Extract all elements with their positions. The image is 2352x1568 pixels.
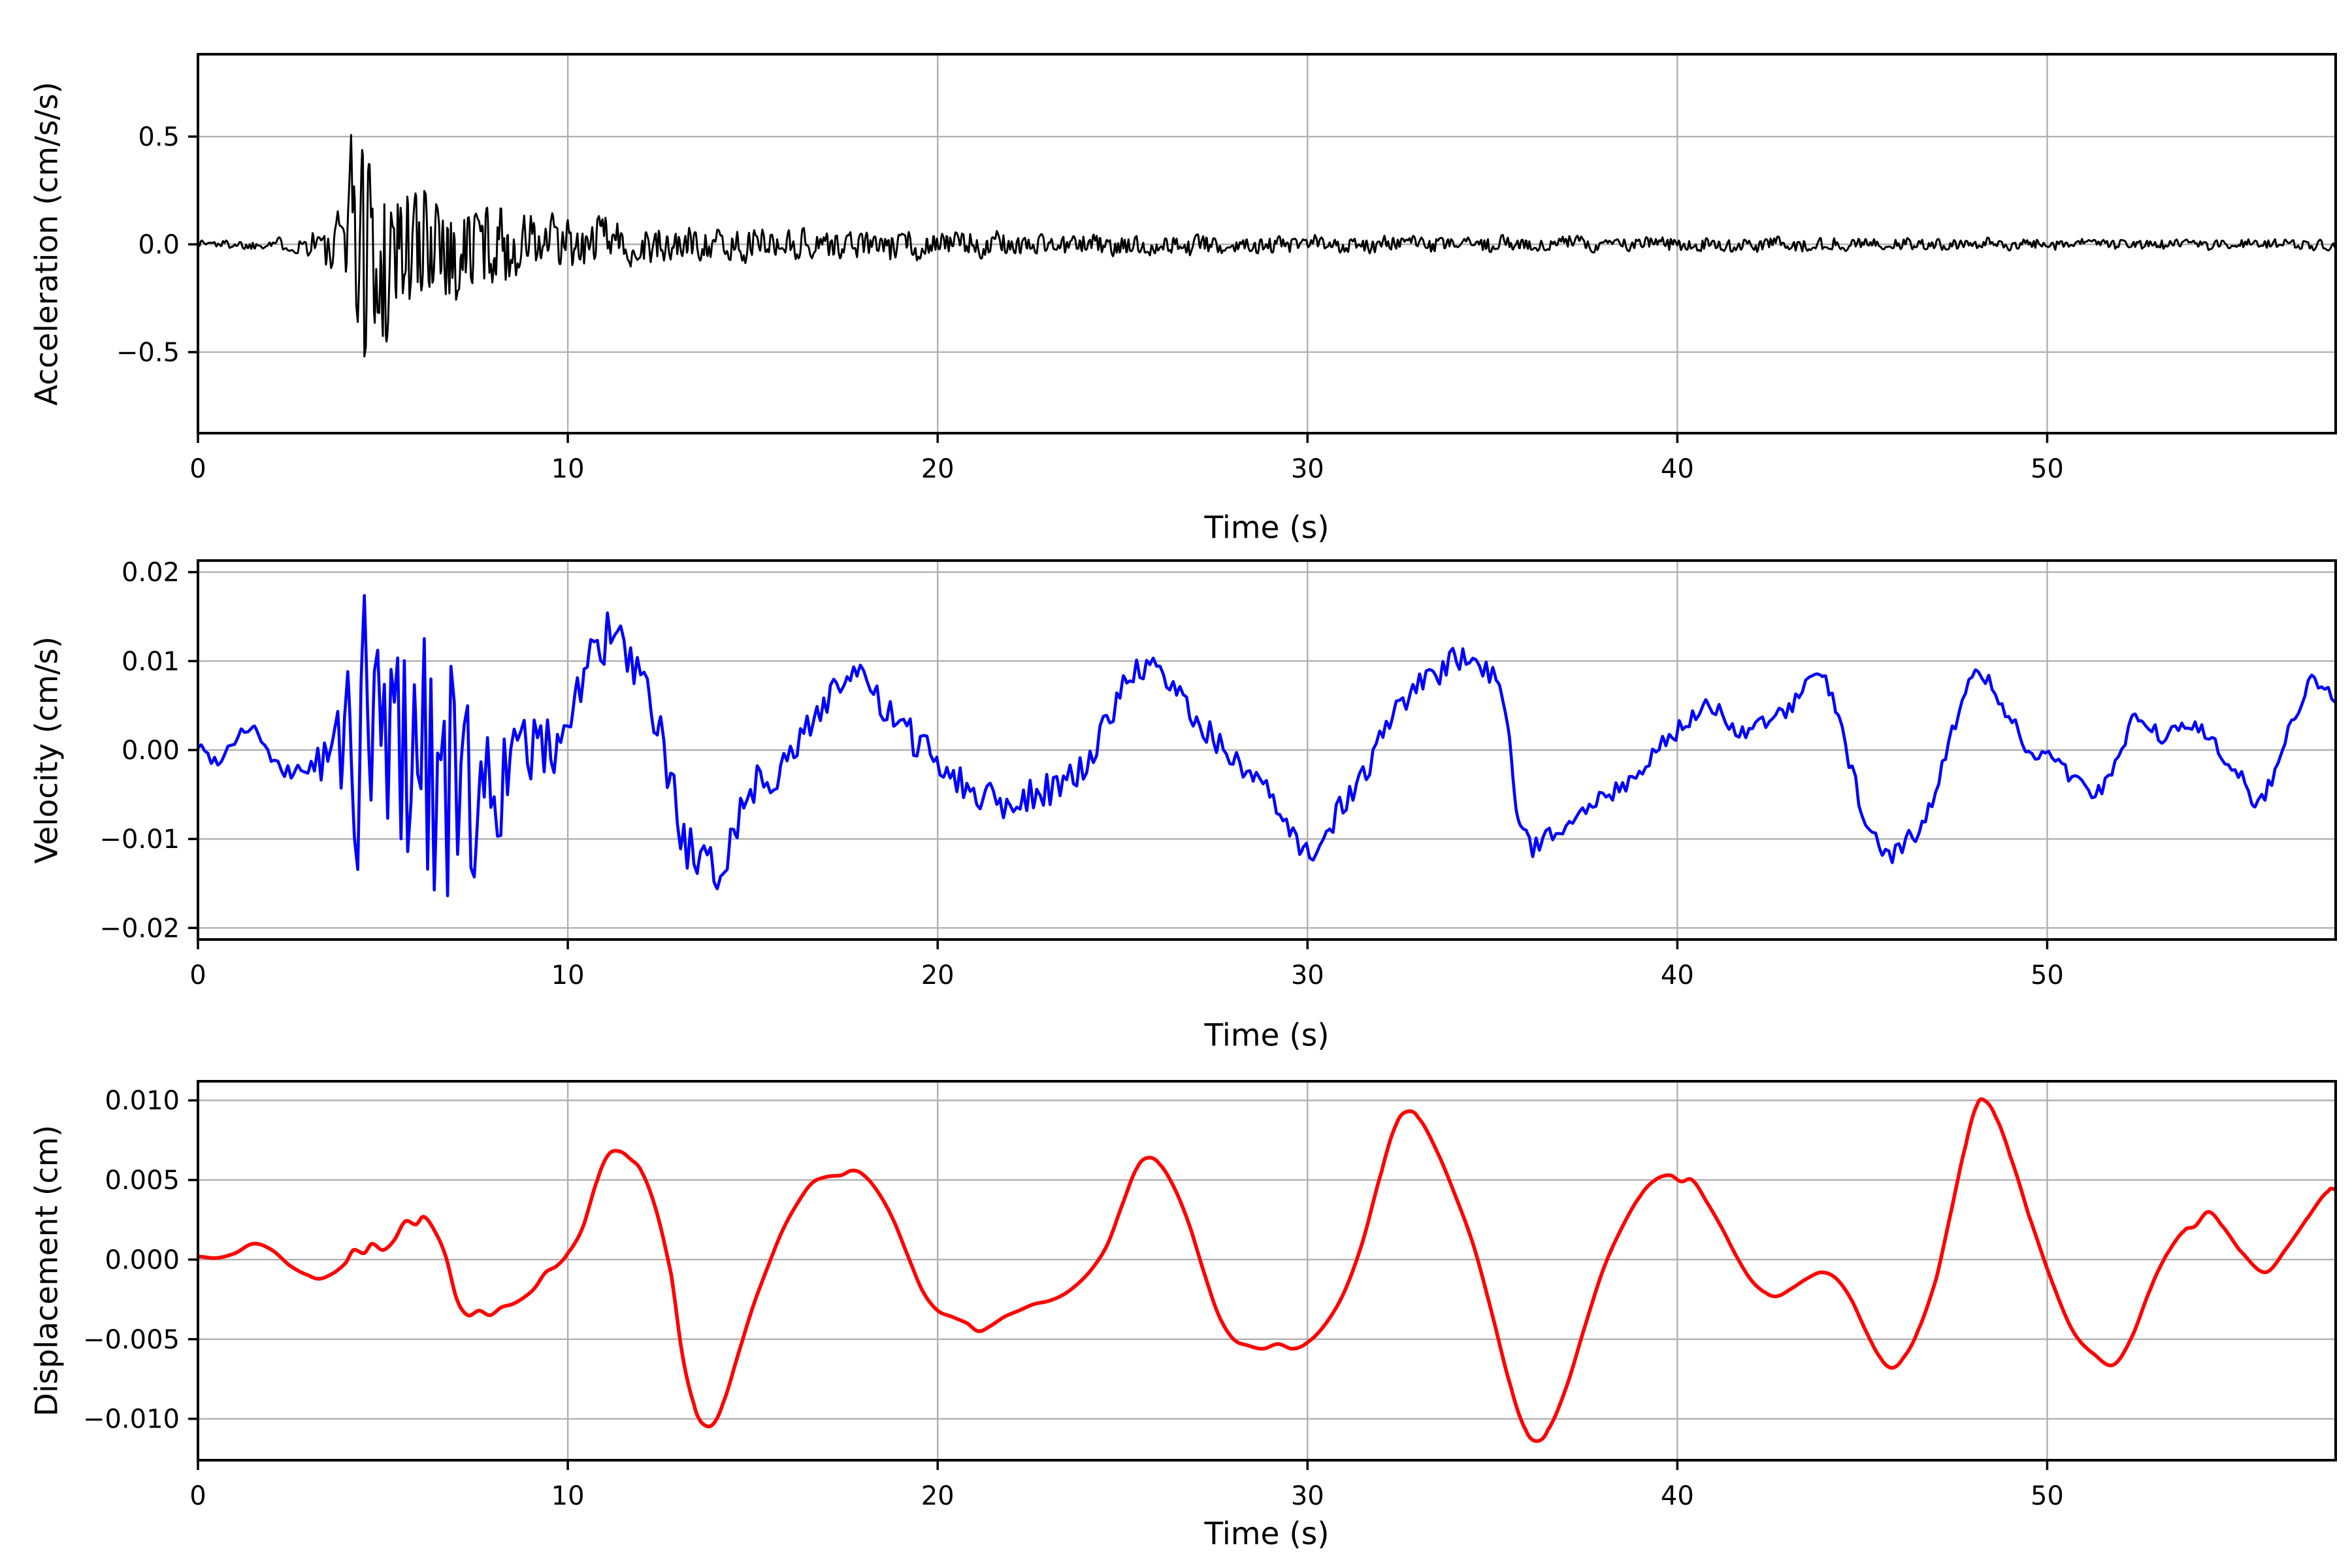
- displacement-ticks: 0 10 20 30 40 50 0.010 0.005 0.000 −0.005 −0.010: [83, 1086, 2064, 1511]
- displacement-xtick-label: 50: [2031, 1481, 2064, 1511]
- acceleration-xtick-label: 50: [2031, 454, 2064, 484]
- velocity-trace: [198, 594, 2336, 898]
- velocity-ticks: 0 10 20 30 40 50 0.02 0.01 0.00 −0.01 −0.02: [99, 558, 2063, 990]
- displacement-ytick-label: −0.005: [83, 1325, 180, 1355]
- velocity-xtick-label: 0: [189, 960, 206, 990]
- displacement-ytick-label: −0.010: [83, 1405, 180, 1435]
- displacement-grid: [197, 1081, 2336, 1460]
- acceleration-ytick-label: 0.5: [138, 122, 180, 152]
- displacement-trace: [198, 1097, 2336, 1443]
- acceleration-subplot: 0 10 20 30 40 50 0.5 0.0 −0.5: [116, 53, 2337, 484]
- displacement-xtick-label: 40: [1661, 1481, 1694, 1511]
- velocity-xtick-label: 50: [2031, 960, 2064, 990]
- displacement-x-axis-label: Time (s): [1204, 1516, 1330, 1552]
- acceleration-ticks: 0 10 20 30 40 50 0.5 0.0 −0.5: [116, 122, 2064, 484]
- acceleration-xtick-label: 0: [189, 454, 206, 484]
- velocity-xtick-label: 30: [1291, 960, 1324, 990]
- acceleration-x-axis-label: Time (s): [1204, 510, 1330, 546]
- velocity-x-axis-label: Time (s): [1204, 1017, 1330, 1054]
- displacement-xtick-label: 30: [1291, 1481, 1324, 1511]
- displacement-xtick-label: 0: [189, 1481, 206, 1511]
- acceleration-xtick-label: 10: [551, 454, 585, 484]
- displacement-axes-frame: [197, 1080, 2337, 1462]
- acceleration-xtick-label: 40: [1661, 454, 1694, 484]
- displacement-xtick-label: 20: [921, 1481, 955, 1511]
- velocity-xtick-label: 40: [1661, 960, 1694, 990]
- acceleration-ytick-label: 0.0: [138, 230, 180, 260]
- velocity-subplot: 0 10 20 30 40 50 0.02 0.01 0.00 −0.01 −0.02: [99, 558, 2337, 990]
- velocity-xtick-label: 10: [551, 960, 585, 990]
- velocity-ytick-label: 0.01: [122, 647, 180, 677]
- velocity-ytick-label: 0.02: [122, 558, 180, 588]
- velocity-ytick-label: −0.01: [99, 825, 180, 855]
- displacement-ytick-label: 0.000: [105, 1245, 180, 1275]
- displacement-xtick-label: 10: [551, 1481, 585, 1511]
- velocity-grid: [197, 561, 2336, 939]
- velocity-ytick-label: −0.02: [99, 913, 180, 943]
- acceleration-ytick-label: −0.5: [116, 338, 180, 368]
- displacement-ytick-label: 0.005: [105, 1166, 180, 1196]
- acceleration-trace: [198, 134, 2336, 358]
- acceleration-xtick-label: 20: [921, 454, 955, 484]
- velocity-xtick-label: 20: [921, 960, 955, 990]
- velocity-ytick-label: 0.00: [122, 736, 180, 766]
- displacement-ytick-label: 0.010: [105, 1086, 180, 1116]
- displacement-subplot: 0 10 20 30 40 50 0.010 0.005 0.000 −0.005 −0.010: [83, 1080, 2337, 1511]
- acceleration-xtick-label: 30: [1291, 454, 1324, 484]
